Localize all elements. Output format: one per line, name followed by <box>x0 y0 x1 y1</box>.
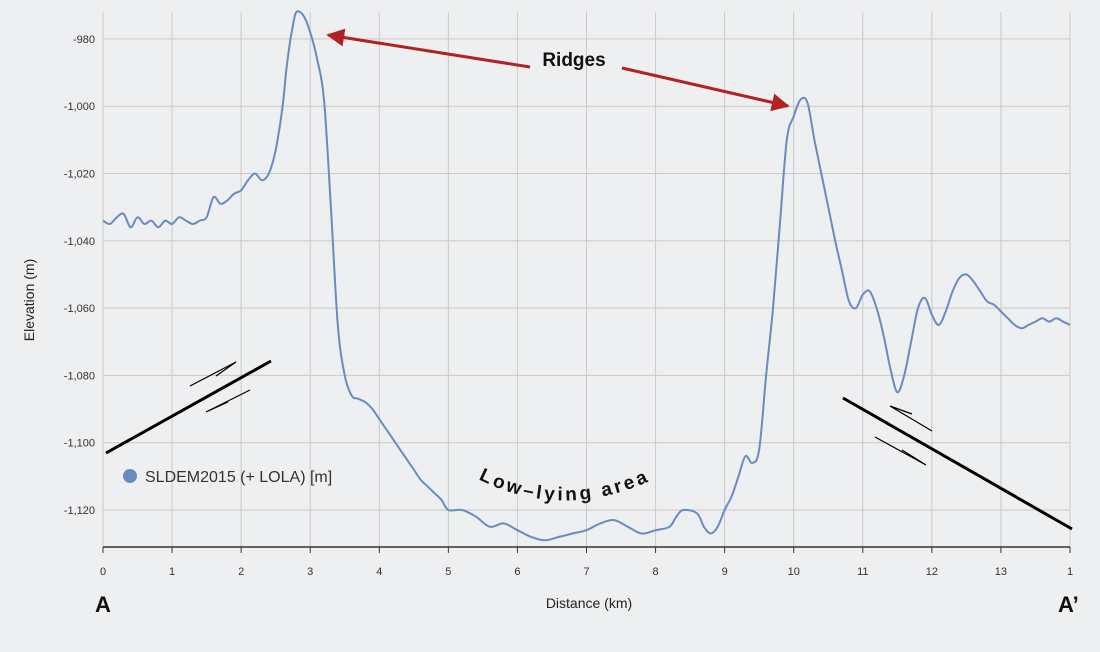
y-axis-title: Elevation (m) <box>21 259 37 341</box>
x-tick-label: 4 <box>376 566 382 578</box>
fault-line-left <box>105 359 272 455</box>
fault-arrow-lower-right <box>874 436 927 466</box>
ridges-label: Ridges <box>542 50 605 71</box>
x-tick-labels: 0 1 2 3 4 5 6 7 8 9 10 11 12 13 1 <box>100 566 1073 578</box>
y-tick-label: -980 <box>73 34 95 46</box>
y-tick-label: -1,000 <box>64 101 95 113</box>
x-tick-label: 11 <box>857 566 868 578</box>
fault-line-right <box>842 396 1073 531</box>
series-line-sldem2015 <box>102 10 1071 542</box>
x-tick-label: 0 <box>100 566 106 578</box>
profile-start-label: A <box>95 592 111 617</box>
y-tick-label: -1,020 <box>64 169 95 181</box>
x-tick-label: 3 <box>307 566 313 578</box>
x-tick-label: 2 <box>238 566 244 578</box>
grid-lines <box>102 12 1071 547</box>
x-tick-label: 8 <box>653 566 659 578</box>
fault-arrow-lower-left <box>205 389 251 413</box>
y-tick-label: -1,040 <box>64 236 95 248</box>
y-tick-labels: -980 -1,000 -1,020 -1,040 -1,060 -1,080 -1,100… <box>64 34 95 517</box>
x-tick-label: 6 <box>514 566 520 578</box>
ridges-arrow-right <box>621 66 790 112</box>
x-tick-label: 7 <box>583 566 589 578</box>
x-tick-label: 1 <box>1067 566 1073 578</box>
x-tick-label: 13 <box>995 566 1007 578</box>
y-tick-label: -1,080 <box>64 370 95 382</box>
x-tick-label: 9 <box>722 566 728 578</box>
fault-arrow-upper-left <box>189 361 237 387</box>
profile-end-label: A’ <box>1058 592 1079 617</box>
axes <box>102 546 1071 553</box>
x-axis-title: Distance (km) <box>546 595 632 611</box>
x-tick-label: 5 <box>445 566 451 578</box>
ridges-arrow-left <box>326 28 531 69</box>
legend-marker <box>123 469 137 483</box>
x-tick-label: 12 <box>926 566 938 578</box>
fault-arrow-upper-right <box>889 405 933 432</box>
y-tick-label: -1,060 <box>64 303 95 315</box>
x-tick-label: 10 <box>788 566 800 578</box>
legend-label: SLDEM2015 (+ LOLA) [m] <box>145 469 332 486</box>
y-tick-label: -1,120 <box>64 505 95 517</box>
y-tick-label: -1,100 <box>64 438 95 450</box>
x-tick-label: 1 <box>169 566 175 578</box>
